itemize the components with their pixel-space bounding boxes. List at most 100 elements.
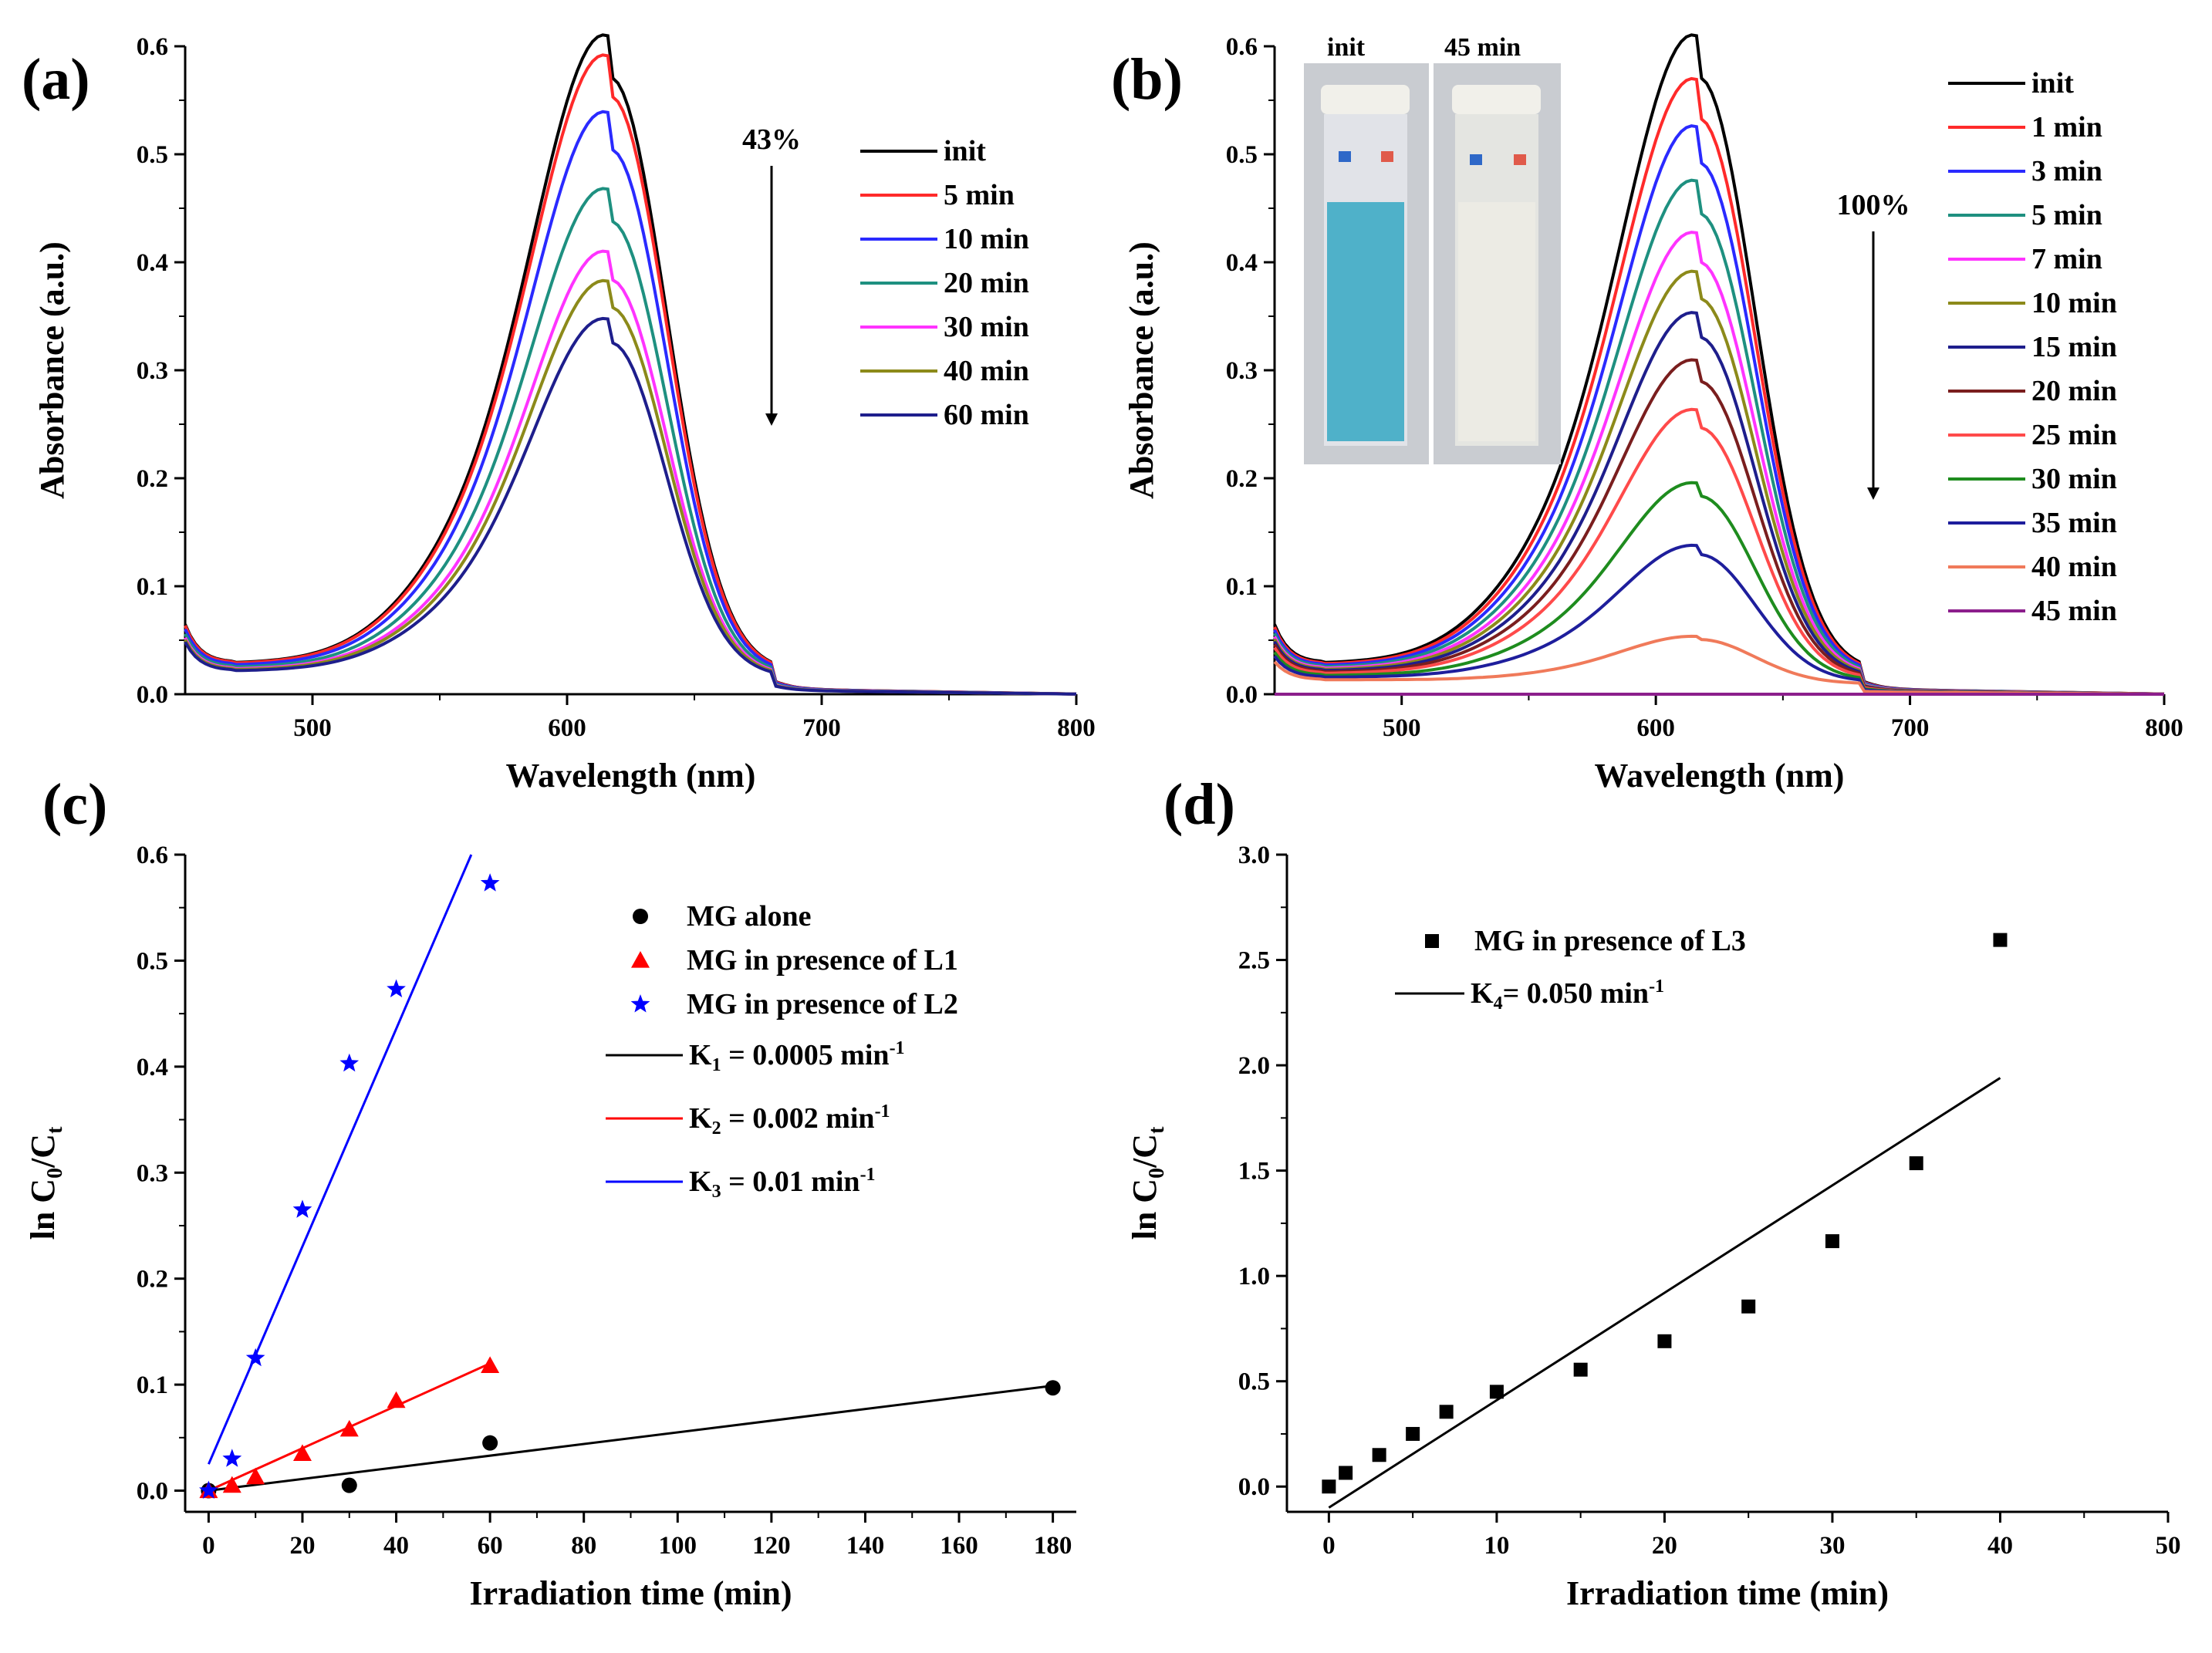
blue-dot-45min (1470, 154, 1482, 165)
x-axis-label: Wavelength (nm) (1595, 757, 1845, 794)
legend-label: 1 min (2031, 111, 2102, 143)
y-tick-label: 0.3 (137, 357, 168, 385)
legend-label: 40 min (944, 355, 1029, 387)
inset-label-init: init (1327, 33, 1366, 62)
x-tick-label: 500 (293, 714, 332, 742)
x-tick-label: 800 (2145, 714, 2183, 742)
legend-label: init (944, 135, 986, 167)
data-point-square (1741, 1300, 1755, 1314)
y-tick-label: 0.3 (1226, 357, 1258, 385)
y-tick-label: 0.2 (137, 465, 168, 493)
legend-label: 45 min (2031, 595, 2117, 627)
y-tick-label: 0.4 (137, 1054, 168, 1081)
y-axis-label: Absorbance (a.u.) (33, 241, 71, 499)
y-tick-label: 0.5 (1238, 1368, 1270, 1396)
y-tick-label: 2.5 (1238, 947, 1270, 975)
y-tick-label: 1.0 (1238, 1263, 1270, 1290)
data-point-square (1322, 1479, 1336, 1493)
x-tick-label: 10 (1484, 1532, 1509, 1560)
legend-label: 3 min (2031, 155, 2102, 187)
spectrum-line-10-min (185, 112, 1076, 694)
panel-d-chart: 0 10 20 30 40 50 0.0 0.5 1.0 1.5 2.0 2.5 3.0 Irradiat… (1126, 842, 2181, 1612)
legend-label: 35 min (2031, 507, 2117, 539)
blue-dot-init (1339, 151, 1351, 162)
fit-rate-label: K2 = 0.002 min-1 (689, 1101, 890, 1139)
data-point-square (1339, 1466, 1353, 1479)
red-dot-45min (1514, 154, 1526, 165)
fit-rate-label: K1 = 0.0005 min-1 (689, 1038, 905, 1075)
legend-label: 7 min (2031, 243, 2102, 275)
fit-line (208, 855, 471, 1464)
x-tick-label: 40 (1987, 1532, 2013, 1560)
x-tick-label: 0 (1322, 1532, 1336, 1560)
decrease-annotation: 100% (1837, 189, 1910, 221)
x-tick-label: 160 (940, 1532, 978, 1560)
spectrum-line-5-min (185, 55, 1076, 693)
data-point-triangle (340, 1420, 359, 1437)
y-axis-label: ln C0/Ct (24, 1126, 67, 1240)
legend-label: 5 min (944, 179, 1015, 211)
x-tick-label: 60 (478, 1532, 503, 1560)
panel-label-c: (c) (42, 772, 107, 837)
fit-line (1329, 1078, 2000, 1507)
data-point-square (1910, 1156, 1923, 1170)
y-tick-label: 0.0 (1238, 1473, 1270, 1501)
x-tick-label: 500 (1383, 714, 1421, 742)
data-point-star (246, 1348, 265, 1367)
legend-label: 30 min (2031, 463, 2117, 495)
x-axis-label: Wavelength (nm) (506, 757, 756, 794)
y-tick-label: 0.5 (137, 141, 168, 169)
figure: (a) (b) (c) (d) 500 600 700 8000.00.10.20.3… (0, 0, 2212, 1653)
spectrum-line-40-min (185, 281, 1076, 694)
data-point-square (1825, 1234, 1839, 1248)
legend-label: 15 min (2031, 331, 2117, 363)
y-tick-label: 0.4 (137, 249, 168, 277)
y-tick-label: 2.0 (1238, 1052, 1270, 1080)
data-point-star (293, 1199, 312, 1218)
legend-label: MG alone (687, 900, 811, 933)
data-point-square (1490, 1385, 1504, 1398)
data-point-circle (482, 1435, 498, 1451)
data-point-square (1993, 933, 2007, 947)
panel-c-chart: 0 20 40 60 80 100 120 140 160 180 0.0 0.1 0.2 0.3 0.4 0… (24, 842, 1076, 1612)
data-point-square (1406, 1427, 1420, 1441)
x-tick-label: 600 (548, 714, 586, 742)
x-tick-label: 50 (2156, 1532, 2181, 1560)
legend-label: 10 min (944, 223, 1029, 255)
legend-label: 20 min (2031, 375, 2117, 407)
data-point-square (1574, 1363, 1588, 1377)
data-point-star (387, 980, 406, 998)
legend-label: 40 min (2031, 551, 2117, 583)
red-dot-init (1381, 151, 1393, 162)
x-axis-label: Irradiation time (min) (470, 1574, 792, 1612)
panel-label-d: (d) (1163, 772, 1235, 837)
data-point-triangle (246, 1468, 265, 1485)
legend-label: MG in presence of L2 (687, 988, 958, 1020)
vial-liquid-45min (1458, 202, 1535, 441)
x-tick-label: 700 (1891, 714, 1930, 742)
x-tick-label: 80 (571, 1532, 596, 1560)
y-tick-label: 3.0 (1238, 842, 1270, 869)
inset-divider (1429, 63, 1434, 464)
data-point-square (1657, 1334, 1671, 1348)
panel-b-chart: 500 600 700 800 0.0 0.1 0.2 0.3 0.4 0.5 0.6 Wavelen… (1123, 33, 2183, 794)
data-point-star (339, 1054, 359, 1072)
data-point-star (222, 1449, 241, 1467)
decrease-annotation: 43% (742, 123, 801, 156)
legend-label: 25 min (2031, 419, 2117, 451)
x-tick-label: 20 (289, 1532, 315, 1560)
arrow-head (1867, 487, 1879, 500)
legend-label: MG in presence of L1 (687, 944, 958, 977)
legend-label: 20 min (944, 267, 1029, 299)
y-tick-label: 0.5 (1226, 141, 1258, 169)
y-tick-label: 0.6 (137, 842, 168, 869)
data-point-square (1425, 934, 1439, 948)
x-tick-label: 30 (1819, 1532, 1845, 1560)
y-tick-label: 0.0 (1226, 681, 1258, 709)
y-tick-label: 0.3 (137, 1159, 168, 1187)
data-point-circle (1045, 1380, 1061, 1395)
spectrum-line-20-min (185, 188, 1076, 693)
inset-label-45min: 45 min (1444, 33, 1521, 62)
legend-label: 60 min (944, 399, 1029, 431)
vial-cap-init (1321, 85, 1410, 114)
